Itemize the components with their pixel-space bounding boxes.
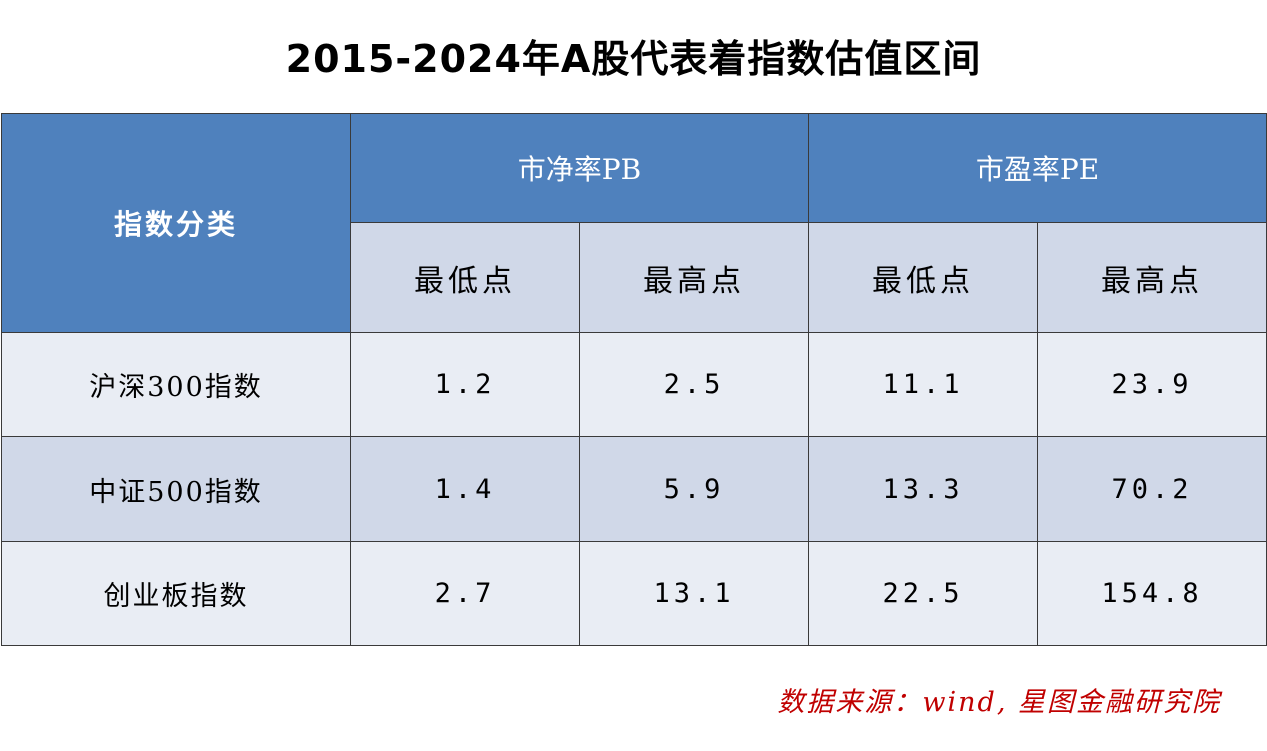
cell-value: 70.2: [1037, 436, 1267, 542]
subheader-pe-high: 最高点: [1037, 222, 1267, 333]
header-group-pb: 市净率PB: [349, 113, 810, 223]
subheader-pb-low: 最低点: [350, 222, 580, 333]
cell-value: 2.5: [578, 332, 810, 437]
table-row: 沪深300指数 1.2 2.5 11.1 23.9: [1, 332, 1267, 437]
cell-value: 22.5: [808, 541, 1039, 646]
header-category: 指数分类: [1, 113, 351, 333]
row-label: 沪深300指数: [1, 332, 351, 437]
cell-value: 11.1: [808, 332, 1039, 437]
cell-value: 154.8: [1037, 541, 1267, 646]
table-row: 创业板指数 2.7 13.1 22.5 154.8: [1, 541, 1267, 646]
row-label: 中证500指数: [1, 436, 351, 542]
source-note: 数据来源：wind, 星图金融研究院: [777, 687, 1221, 718]
cell-value: 13.1: [578, 541, 810, 646]
row-label: 创业板指数: [1, 541, 351, 646]
cell-value: 1.2: [350, 332, 580, 437]
subheader-pb-high: 最高点: [578, 222, 810, 333]
table-row: 中证500指数 1.4 5.9 13.3 70.2: [1, 436, 1267, 542]
chart-title: 2015-2024年A股代表着指数估值区间: [285, 37, 982, 81]
cell-value: 1.4: [350, 436, 580, 542]
cell-value: 23.9: [1037, 332, 1267, 437]
cell-value: 13.3: [808, 436, 1039, 542]
cell-value: 5.9: [578, 436, 810, 542]
header-group-pe: 市盈率PE: [808, 113, 1267, 223]
subheader-pe-low: 最低点: [808, 222, 1039, 333]
valuation-table: 指数分类 市净率PB 市盈率PE 最低点 最高点 最低点 最高点 沪深300指数…: [1, 113, 1267, 646]
cell-value: 2.7: [350, 541, 580, 646]
